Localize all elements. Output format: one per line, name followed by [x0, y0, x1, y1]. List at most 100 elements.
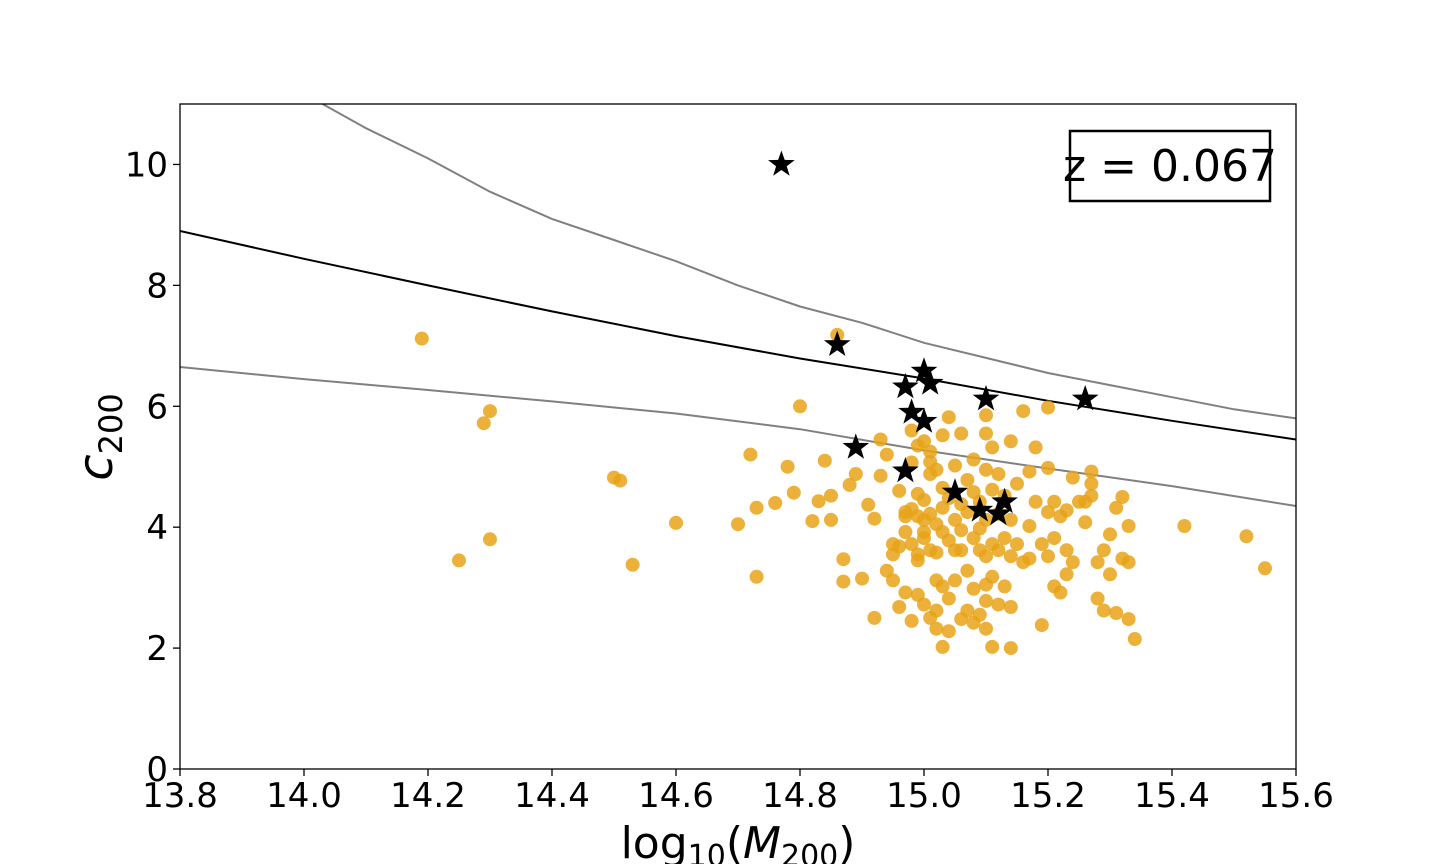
simulated-cluster-point [917, 493, 931, 507]
observed-cluster-star [966, 496, 994, 522]
simulated-cluster-point [414, 331, 429, 346]
simulated-cluster-point [855, 571, 869, 586]
simulated-cluster-point [979, 549, 993, 564]
simulated-cluster-point [743, 447, 758, 462]
y-tick-label: 4 [146, 508, 168, 548]
simulated-cluster-point [985, 440, 1000, 455]
simulated-cluster-point [910, 553, 925, 568]
simulated-cluster-point [935, 428, 950, 443]
median-relation-line [180, 230, 1296, 441]
x-tick-label: 14.0 [266, 776, 342, 816]
simulated-cluster-point [1003, 512, 1018, 527]
observed-cluster-star [823, 330, 851, 356]
simulated-cluster-point [972, 607, 987, 622]
observed-cluster-star [991, 487, 1018, 514]
simulated-cluster-point [1003, 600, 1018, 614]
x-tick-label: 15.0 [886, 776, 962, 816]
simulated-cluster-point [929, 545, 944, 560]
y-tick-label: 10 [125, 145, 168, 185]
simulated-cluster-point [824, 488, 838, 503]
simulated-cluster-point [948, 573, 962, 588]
simulated-cluster-point [1084, 488, 1099, 503]
simulated-cluster-point [985, 569, 1000, 584]
simulated-cluster-point [954, 543, 969, 558]
observed-cluster-star [985, 499, 1012, 526]
simulated-cluster-point [669, 515, 683, 530]
simulated-cluster-point [1109, 606, 1124, 620]
simulated-cluster-point [452, 553, 466, 568]
simulated-cluster-point [483, 404, 497, 419]
simulated-cluster-point [793, 399, 807, 414]
simulated-cluster-point [935, 639, 950, 654]
simulated-cluster-point [904, 423, 919, 438]
simulated-cluster-point [768, 496, 783, 510]
simulated-cluster-point [1041, 400, 1055, 415]
simulated-cluster-point [749, 500, 764, 515]
x-tick-label: 13.8 [142, 776, 218, 816]
simulated-cluster-point [923, 506, 938, 521]
observed-cluster-star [972, 385, 1000, 411]
simulated-cluster-point [861, 497, 876, 512]
simulated-cluster-point [1084, 464, 1099, 479]
x-tick-label: 14.8 [762, 776, 838, 816]
simulated-cluster-point [476, 416, 491, 431]
observed-cluster-star [910, 357, 938, 383]
simulated-cluster-point [892, 600, 907, 614]
simulated-cluster-point [904, 537, 919, 552]
observed-cluster-star [941, 478, 969, 504]
simulated-cluster-point [1003, 641, 1018, 656]
x-tick-label: 14.4 [514, 776, 590, 816]
simulated-cluster-point [960, 603, 975, 618]
simulated-cluster-point [1121, 555, 1136, 570]
simulated-cluster-point [935, 579, 950, 594]
simulated-cluster-point [1059, 503, 1074, 518]
simulated-cluster-point [873, 432, 888, 447]
x-tick-label: 14.2 [390, 776, 466, 816]
simulated-cluster-point [1028, 494, 1043, 509]
simulated-cluster-point [848, 467, 863, 481]
simulated-cluster-point [917, 531, 931, 546]
simulated-cluster-point [1127, 632, 1142, 646]
simulated-cluster-point [892, 539, 907, 554]
simulated-cluster-point [1041, 505, 1055, 520]
simulated-cluster-point [1016, 404, 1031, 419]
simulated-cluster-point [1065, 470, 1080, 485]
x-tick-label: 15.2 [1010, 776, 1086, 816]
simulated-cluster-point [954, 523, 969, 538]
simulated-cluster-point [997, 531, 1012, 546]
simulated-cluster-point [1065, 555, 1080, 570]
simulated-cluster-point [1239, 529, 1254, 544]
simulated-cluster-point [917, 597, 931, 612]
simulated-cluster-point [1121, 612, 1136, 627]
x-axis-ticks: 13.8 14.0 14.2 14.4 14.6 14.8 15.0 15.2 15.4 15.6 [142, 769, 1334, 816]
simulated-cluster-point [985, 639, 1000, 654]
simulated-cluster-point [948, 458, 962, 473]
simulated-cluster-point [929, 603, 944, 618]
simulated-cluster-point [1053, 585, 1068, 600]
simulated-cluster-point [929, 462, 944, 477]
simulated-cluster-point [867, 610, 882, 625]
observed-cluster-star [892, 456, 919, 483]
y-tick-label: 8 [146, 266, 168, 306]
simulated-cluster-point [1090, 591, 1105, 606]
simulated-cluster-point [1103, 567, 1117, 582]
x-tick-label: 15.6 [1258, 776, 1334, 816]
simulated-cluster-point [954, 426, 969, 441]
simulated-cluster-point [1090, 555, 1105, 570]
observed-cluster-star [1071, 385, 1099, 411]
simulated-cluster-point [1109, 500, 1124, 515]
simulated-cluster-point [1003, 549, 1018, 564]
simulated-cluster-point [1041, 460, 1055, 475]
y-tick-label: 0 [146, 750, 168, 790]
simulated-cluster-point [886, 573, 900, 588]
observed-cluster-star [916, 369, 944, 395]
simulated-cluster-point [836, 574, 851, 589]
simulated-cluster-point [991, 467, 1006, 481]
simulated-cluster-point [879, 447, 894, 462]
simulated-cluster-point [960, 563, 975, 578]
simulated-cluster-point [1103, 527, 1117, 542]
simulated-cluster-point [979, 408, 993, 423]
simulated-cluster-point [613, 473, 628, 488]
simulated-cluster-point [842, 477, 857, 492]
